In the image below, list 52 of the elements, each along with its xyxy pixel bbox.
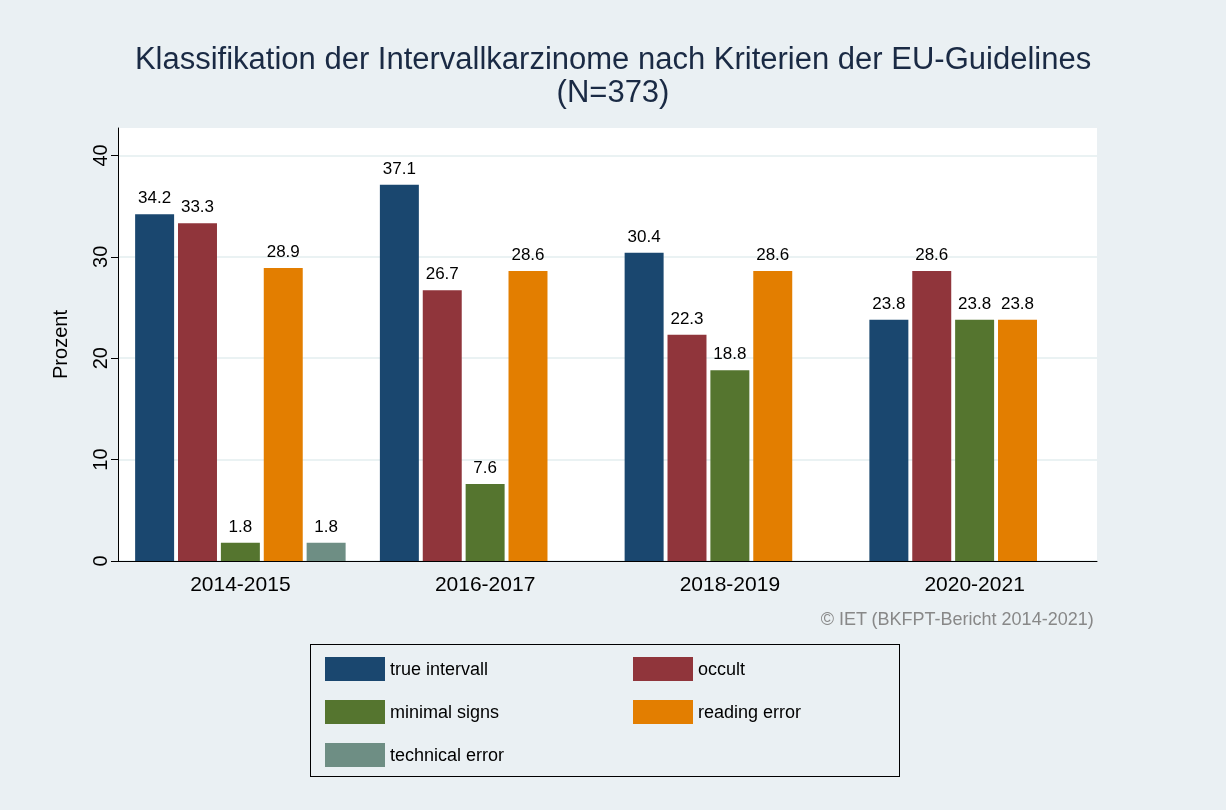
bar <box>710 370 750 561</box>
bar <box>912 270 952 561</box>
y-tick-label: 10 <box>89 448 111 471</box>
data-label: 7.6 <box>473 457 497 477</box>
bar <box>263 267 303 561</box>
legend-label: reading error <box>698 702 802 722</box>
bar <box>178 223 217 561</box>
x-tick-label: 2014-2015 <box>190 572 291 595</box>
data-label: 23.8 <box>872 293 906 313</box>
legend-label: occult <box>698 659 746 679</box>
bar <box>422 290 462 561</box>
bar <box>998 319 1037 561</box>
y-tick-label: 0 <box>89 555 111 567</box>
y-axis-title: Prozent <box>49 309 71 379</box>
data-label: 23.8 <box>1000 293 1035 313</box>
bar <box>465 483 505 561</box>
data-label: 1.8 <box>228 516 253 536</box>
data-label: 22.3 <box>670 308 704 328</box>
x-tick-label: 2016-2017 <box>434 572 536 595</box>
data-label: 28.9 <box>266 241 300 261</box>
bar <box>955 319 995 561</box>
x-tick-label: 2020-2021 <box>924 572 1025 595</box>
data-label: 33.3 <box>180 197 215 217</box>
legend-label: minimal signs <box>390 702 500 722</box>
data-label: 37.1 <box>382 158 416 178</box>
data-label: 26.7 <box>425 264 459 284</box>
data-label: 18.8 <box>713 344 747 364</box>
bar <box>135 214 175 561</box>
data-label: 34.2 <box>138 188 172 208</box>
y-tick-label: 30 <box>89 245 111 268</box>
chart-subtitle: (N=373) <box>556 74 670 109</box>
chart-title: Klassifikation der Intervallkarzinome nach Kriterien der EU-Guidelines <box>134 41 1092 76</box>
bar <box>624 252 664 561</box>
bar <box>667 334 707 561</box>
data-label: 28.6 <box>511 244 545 264</box>
legend-label: true intervall <box>390 659 489 679</box>
data-label: 1.8 <box>314 516 338 536</box>
data-label: 28.6 <box>756 244 790 264</box>
x-tick-label: 2018-2019 <box>679 572 781 595</box>
bar <box>753 270 793 561</box>
bar <box>220 542 260 561</box>
bar <box>379 184 419 561</box>
legend-label: technical error <box>390 745 505 765</box>
data-label: 30.4 <box>627 226 661 246</box>
bar <box>508 270 548 561</box>
bar <box>869 319 909 561</box>
data-label: 28.6 <box>915 244 949 264</box>
y-tick-label: 20 <box>89 347 111 370</box>
text: © IET (BKFPT-Bericht 2014-2021) <box>820 609 1094 629</box>
bar <box>306 542 346 561</box>
data-label: 23.8 <box>958 293 992 313</box>
y-tick-label: 40 <box>89 144 111 167</box>
